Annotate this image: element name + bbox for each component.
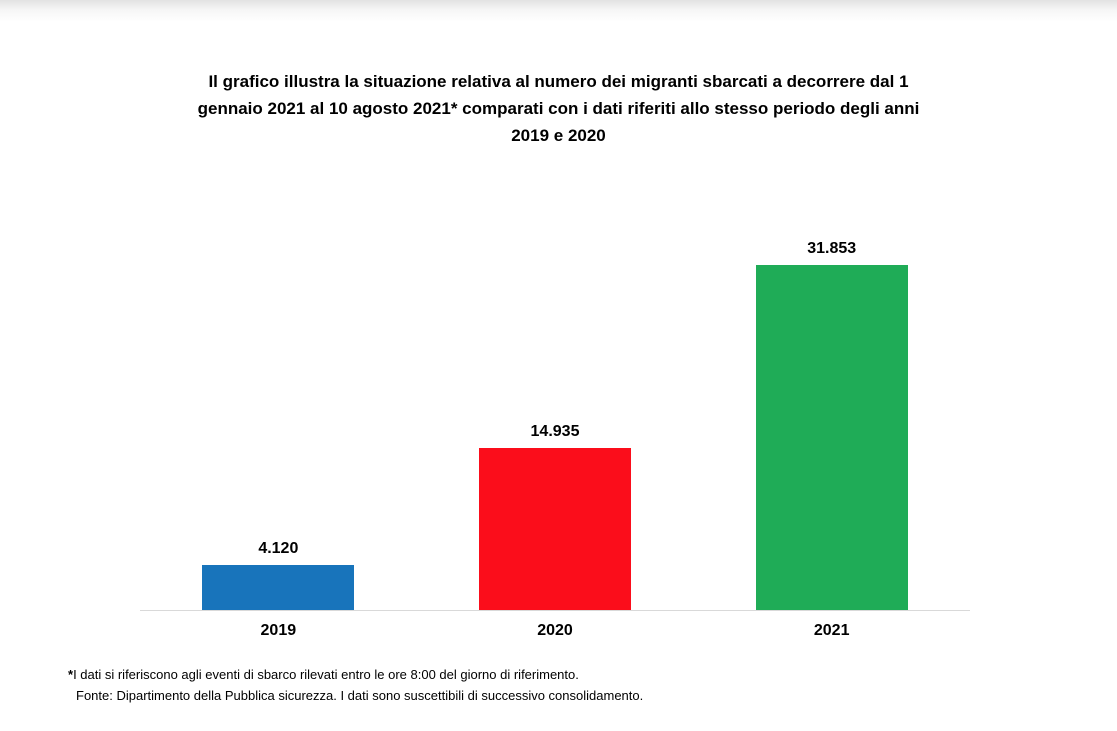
bar-2019: [202, 565, 355, 610]
x-axis-label-2019: 2019: [260, 622, 297, 639]
bar-chart-plot-area: 4.120 14.935 31.853: [140, 210, 970, 610]
chart-title: Il grafico illustra la situazione relati…: [0, 68, 1117, 149]
bar-2021: [755, 265, 908, 610]
bar-value-label-2020: 14.935: [530, 423, 580, 440]
x-axis-label-2020: 2020: [537, 622, 573, 639]
footnote-line-2: Fonte: Dipartimento della Pubblica sicur…: [76, 688, 644, 703]
chart-title-line-1: Il grafico illustra la situazione relati…: [208, 72, 909, 91]
bar-value-label-2019: 4.120: [258, 540, 299, 557]
chart-title-line-2: gennaio 2021 al 10 agosto 2021* comparat…: [197, 99, 920, 118]
bar-group-2019: 4.120: [140, 210, 417, 610]
bar-value-label-2021: 31.853: [807, 240, 857, 257]
x-axis-labels: 2019 2020 2021: [140, 622, 970, 640]
bar-2020: [479, 448, 631, 610]
page-top-shadow: [0, 0, 1117, 22]
bar-group-2020: 14.935: [417, 210, 694, 610]
footnote-line-1: *I dati si riferiscono agli eventi di sb…: [68, 664, 643, 685]
x-axis-line: [140, 610, 970, 611]
footnote-asterisk: *: [68, 667, 74, 682]
footnote-line-1-text: I dati si riferiscono agli eventi di sba…: [73, 667, 579, 682]
x-axis-label-2021: 2021: [813, 622, 850, 639]
bar-group-2021: 31.853: [693, 210, 970, 610]
footnotes: *I dati si riferiscono agli eventi di sb…: [68, 664, 643, 706]
chart-title-line-3: 2019 e 2020: [511, 126, 606, 145]
